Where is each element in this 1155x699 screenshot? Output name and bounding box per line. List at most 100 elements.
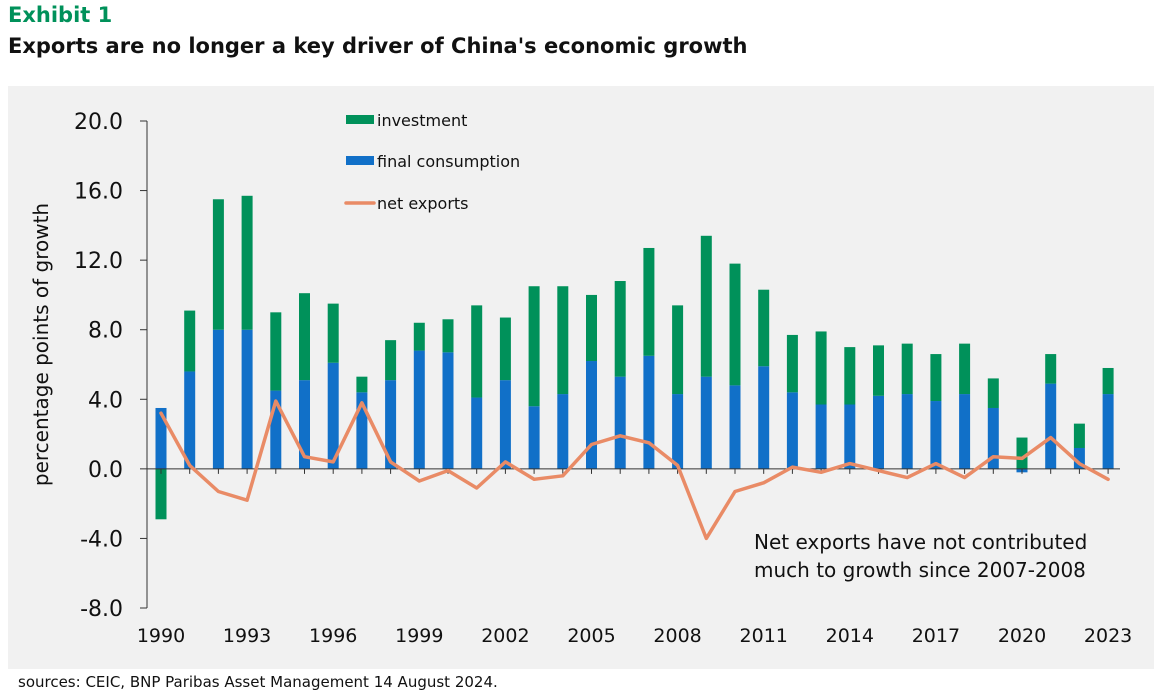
bars-layer bbox=[155, 195, 1114, 520]
y-tick-label: 0.0 bbox=[88, 458, 123, 483]
bar-final-consumption-1998 bbox=[385, 380, 397, 469]
x-tick-label: 2023 bbox=[1084, 625, 1132, 647]
x-tick-label: 2011 bbox=[740, 625, 788, 647]
bar-investment-2013 bbox=[815, 331, 827, 405]
bar-final-consumption-1995 bbox=[299, 380, 310, 469]
legend-label-net-exports: net exports bbox=[377, 194, 469, 213]
bar-investment-2008 bbox=[672, 305, 684, 395]
bar-investment-1997 bbox=[356, 376, 368, 393]
y-tick-label: 20.0 bbox=[74, 110, 123, 135]
bar-investment-2005 bbox=[586, 294, 597, 362]
x-tick-label: 1999 bbox=[395, 625, 443, 647]
bar-final-consumption-2001 bbox=[471, 397, 483, 469]
line-layer bbox=[159, 399, 1110, 541]
bar-final-consumption-2000 bbox=[442, 352, 454, 469]
bar-investment-2020 bbox=[1016, 437, 1028, 469]
x-tick-label: 1990 bbox=[137, 625, 185, 647]
chart-title: Exports are no longer a key driver of Ch… bbox=[8, 34, 748, 58]
bar-investment-1998 bbox=[385, 340, 397, 381]
source-note: sources: CEIC, BNP Paribas Asset Managem… bbox=[18, 673, 498, 691]
bar-investment-2015 bbox=[873, 345, 884, 396]
legend: investment final consumption net exports bbox=[344, 111, 520, 213]
bar-investment-2003 bbox=[528, 286, 540, 407]
bar-final-consumption-2008 bbox=[672, 394, 684, 469]
x-tick-label: 2002 bbox=[481, 625, 529, 647]
bar-final-consumption-2018 bbox=[959, 394, 971, 469]
bar-final-consumption-2009 bbox=[700, 376, 712, 469]
bar-final-consumption-1994 bbox=[270, 390, 282, 469]
bar-investment-2016 bbox=[901, 343, 913, 395]
bar-final-consumption-2005 bbox=[586, 361, 597, 469]
y-tick-label: -4.0 bbox=[80, 527, 123, 552]
bar-final-consumption-2021 bbox=[1045, 383, 1057, 469]
y-axis-label: percentage points of growth bbox=[29, 203, 53, 486]
y-tick-label: 4.0 bbox=[88, 388, 123, 413]
x-tick-label: 2005 bbox=[567, 625, 615, 647]
text-layer: 20.0 16.0 12.0 8.0 4.0 0.0 -4.0 -8.0 1990 1993 199… bbox=[29, 110, 1132, 647]
bar-final-consumption-2012 bbox=[786, 392, 798, 469]
bar-investment-2004 bbox=[557, 286, 569, 395]
legend-swatch-final-consumption bbox=[346, 156, 374, 165]
bar-investment-1993 bbox=[241, 195, 253, 330]
legend-label-investment: investment bbox=[377, 111, 467, 130]
bar-final-consumption-2015 bbox=[873, 395, 884, 469]
bar-investment-2018 bbox=[959, 343, 971, 395]
bar-investment-2009 bbox=[700, 235, 712, 377]
bar-investment-2017 bbox=[930, 354, 942, 402]
bar-investment-2012 bbox=[786, 334, 798, 393]
bar-investment-1996 bbox=[327, 303, 339, 363]
bar-investment-1999 bbox=[413, 322, 425, 351]
x-tick-label: 2017 bbox=[912, 625, 960, 647]
bar-investment-1995 bbox=[299, 293, 310, 381]
y-tick-label: 8.0 bbox=[88, 319, 123, 344]
bar-final-consumption-2007 bbox=[643, 355, 655, 469]
x-tick-label: 2020 bbox=[998, 625, 1046, 647]
bar-investment-2014 bbox=[844, 347, 856, 405]
bar-final-consumption-2013 bbox=[815, 404, 827, 469]
bar-final-consumption-2002 bbox=[499, 380, 511, 469]
x-tick-label: 2014 bbox=[826, 625, 874, 647]
bar-final-consumption-2010 bbox=[729, 385, 741, 469]
bar-investment-1990 bbox=[155, 468, 167, 520]
exhibit-label: Exhibit 1 bbox=[8, 3, 113, 27]
bar-final-consumption-1992 bbox=[212, 329, 224, 469]
bar-investment-2001 bbox=[471, 305, 483, 398]
bar-investment-2000 bbox=[442, 319, 454, 353]
bar-final-consumption-1991 bbox=[184, 371, 196, 469]
bar-investment-2007 bbox=[643, 247, 655, 356]
bar-final-consumption-2017 bbox=[930, 401, 942, 469]
bar-final-consumption-1996 bbox=[327, 362, 339, 469]
x-tick-label: 2008 bbox=[653, 625, 701, 647]
annotation-line: Net exports have not contributed bbox=[754, 530, 1087, 554]
bar-final-consumption-2022 bbox=[1073, 447, 1085, 469]
bar-final-consumption-2003 bbox=[528, 406, 540, 469]
bar-final-consumption-1990 bbox=[155, 407, 167, 469]
bar-investment-1991 bbox=[184, 310, 196, 372]
bar-investment-2011 bbox=[758, 289, 770, 367]
bar-final-consumption-2004 bbox=[557, 394, 569, 469]
bar-final-consumption-1997 bbox=[356, 392, 368, 469]
bar-final-consumption-2006 bbox=[614, 376, 626, 469]
annotation-line: much to growth since 2007-2008 bbox=[754, 558, 1086, 582]
bar-investment-2006 bbox=[614, 281, 626, 377]
chart-canvas: 20.0 16.0 12.0 8.0 4.0 0.0 -4.0 -8.0 1990 1993 199… bbox=[29, 110, 1132, 647]
bar-investment-2021 bbox=[1045, 354, 1057, 384]
x-tick-label: 1993 bbox=[223, 625, 271, 647]
y-tick-label: -8.0 bbox=[80, 597, 123, 622]
axis-layer bbox=[140, 120, 1120, 609]
bar-investment-2023 bbox=[1102, 367, 1114, 395]
legend-label-final-consumption: final consumption bbox=[377, 152, 520, 171]
y-tick-label: 12.0 bbox=[74, 249, 123, 274]
bar-investment-2010 bbox=[729, 263, 741, 386]
legend-swatch-investment bbox=[346, 115, 374, 124]
bar-investment-2019 bbox=[987, 378, 999, 408]
bar-final-consumption-2019 bbox=[987, 407, 999, 469]
x-tick-label: 1996 bbox=[309, 625, 357, 647]
bar-final-consumption-2014 bbox=[844, 404, 856, 469]
bar-investment-1992 bbox=[212, 199, 224, 330]
bar-final-consumption-1999 bbox=[413, 350, 425, 469]
bar-final-consumption-1993 bbox=[241, 329, 253, 469]
bar-investment-2022 bbox=[1073, 423, 1085, 448]
bar-final-consumption-2023 bbox=[1102, 394, 1114, 469]
bar-final-consumption-2011 bbox=[758, 366, 770, 469]
